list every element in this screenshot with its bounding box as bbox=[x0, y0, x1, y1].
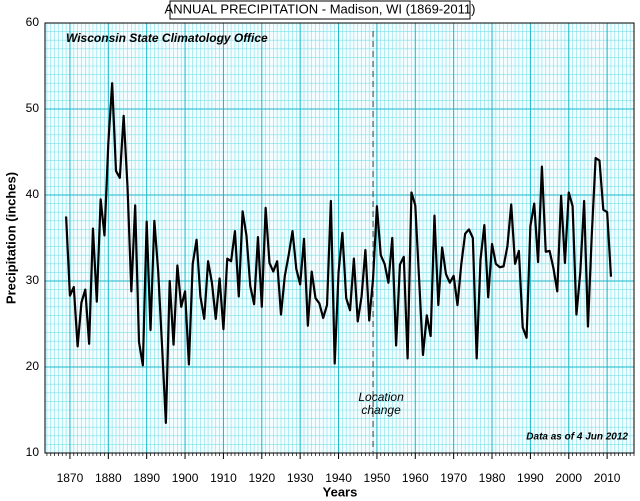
y-tick-label: 10 bbox=[26, 445, 40, 459]
x-tick-label: 1980 bbox=[479, 471, 506, 485]
y-tick-label: 20 bbox=[26, 359, 40, 373]
x-tick-label: 1870 bbox=[57, 471, 84, 485]
y-axis-label: Precipitation (inches) bbox=[3, 172, 18, 304]
x-tick-label: 2010 bbox=[594, 471, 621, 485]
plot-frame bbox=[44, 22, 635, 454]
y-tick-label: 50 bbox=[26, 101, 40, 115]
x-tick-label: 1960 bbox=[402, 471, 429, 485]
note: Data as of 4 Jun 2012 bbox=[526, 432, 628, 443]
subtitle: Wisconsin State Climatology Office bbox=[66, 31, 268, 45]
x-tick-label: 1880 bbox=[95, 471, 122, 485]
x-tick-label: 1940 bbox=[325, 471, 352, 485]
x-tick-label: 1920 bbox=[248, 471, 275, 485]
x-tick-label: 1900 bbox=[172, 471, 199, 485]
x-tick-label: 1950 bbox=[364, 471, 391, 485]
x-tick-label: 2000 bbox=[555, 471, 582, 485]
x-tick-label: 1970 bbox=[440, 471, 467, 485]
precipitation-line bbox=[65, 82, 613, 424]
chart-title: ANNUAL PRECIPITATION - Madison, WI (1869… bbox=[165, 1, 476, 16]
x-tick-label: 1890 bbox=[133, 471, 160, 485]
y-tick-label: 40 bbox=[26, 187, 40, 201]
y-tick-label: 60 bbox=[26, 15, 40, 29]
y-tick-label: 30 bbox=[26, 273, 40, 287]
x-tick-label: 1990 bbox=[517, 471, 544, 485]
title-box bbox=[169, 0, 471, 20]
x-tick-label: 1930 bbox=[287, 471, 314, 485]
annotation: Location bbox=[358, 390, 404, 404]
annotation: change bbox=[361, 403, 401, 417]
x-tick-label: 1910 bbox=[210, 471, 237, 485]
x-axis-label: Years bbox=[323, 484, 358, 499]
